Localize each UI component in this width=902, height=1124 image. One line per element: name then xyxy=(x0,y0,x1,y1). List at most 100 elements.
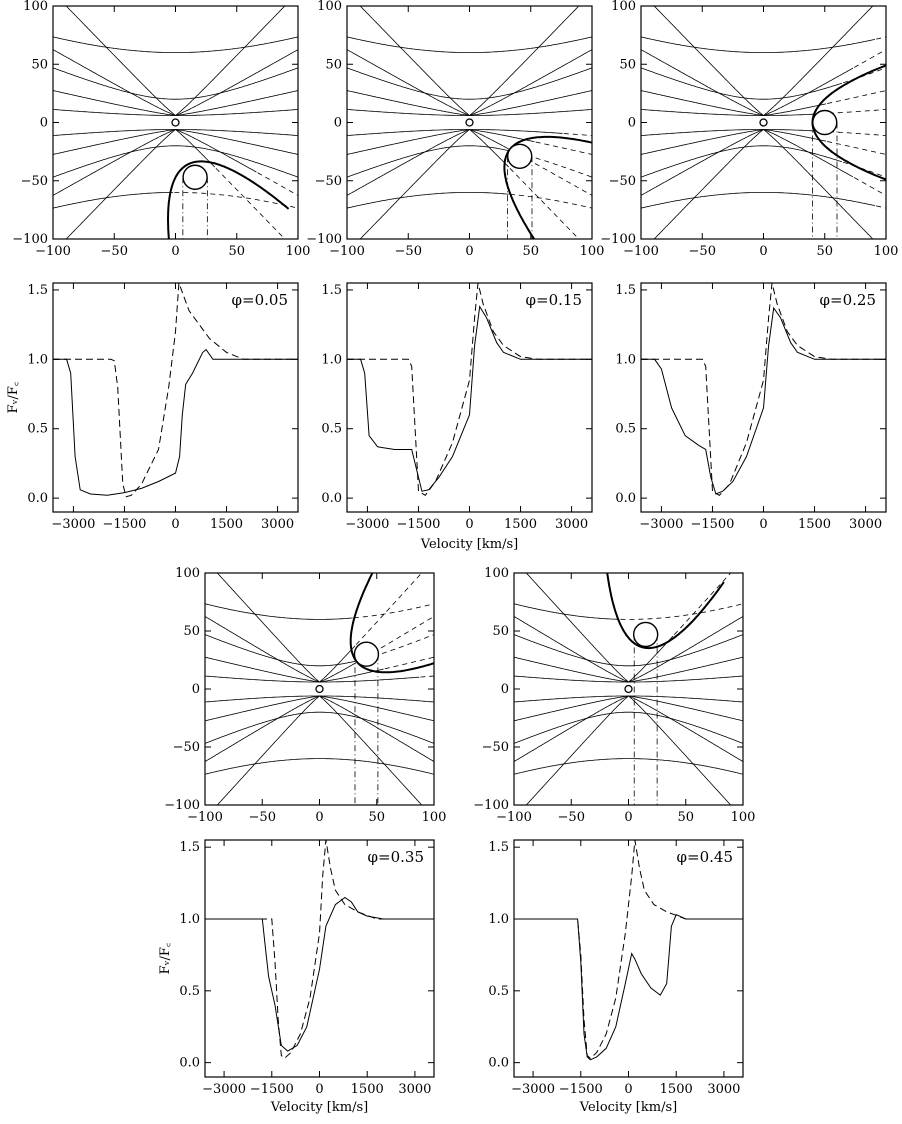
profile-dashed-series xyxy=(205,840,434,1059)
y-tick-label: 50 xyxy=(492,624,509,639)
y-tick-label: 100 xyxy=(23,0,48,14)
shocked-flow-line xyxy=(827,90,886,104)
x-tick-label: −100 xyxy=(187,810,223,825)
wind-flow-line xyxy=(641,129,854,196)
x-tick-label: −100 xyxy=(35,244,71,259)
wind-flow-line xyxy=(216,573,356,683)
y-tick-label: 0.5 xyxy=(321,422,342,437)
wind-flow-line xyxy=(641,129,819,137)
wind-flow-line xyxy=(65,128,215,239)
y-tick-label: −50 xyxy=(21,174,48,189)
shocked-flow-line xyxy=(876,205,886,209)
x-tick-label: 50 xyxy=(368,810,385,825)
y-tick-label: 1.5 xyxy=(615,283,636,298)
x-tick-label: 50 xyxy=(816,244,833,259)
y-tick-label: 0 xyxy=(334,116,342,131)
profile-panel-2: −3000 −1500 0 1500 3000 0.0 0.5 1.0 1.5 φ=0.25 xyxy=(615,282,887,532)
y-tick-label: −50 xyxy=(482,740,509,755)
wind-flow-line xyxy=(347,49,592,116)
y-tick-label: −50 xyxy=(609,174,636,189)
x-tick-label: −1500 xyxy=(396,517,440,532)
x-tick-label: 100 xyxy=(286,244,311,259)
wind-flow-line xyxy=(205,615,357,683)
profile-panel-4: −3000 −1500 0 1500 3000 0.0 0.5 1.0 1.5 φ=0.45 Vel… xyxy=(488,839,744,1115)
x-axis-title: Velocity [km/s] xyxy=(579,1100,677,1115)
x-tick-label: −1500 xyxy=(559,1082,603,1097)
shocked-flow-line xyxy=(526,158,592,196)
x-tick-label: 0 xyxy=(171,517,179,532)
wind-flow-line xyxy=(347,145,509,178)
wind-flow-line xyxy=(514,615,743,683)
y-tick-label: 1.5 xyxy=(27,283,48,298)
wind-flow-line xyxy=(205,675,420,683)
wind-flow-line xyxy=(205,711,434,744)
profile-frame xyxy=(346,282,593,513)
shocked-flow-line xyxy=(853,49,886,68)
y-tick-label: 0.5 xyxy=(179,984,200,999)
x-tick-label: 1500 xyxy=(210,517,243,532)
profile-panel-0: −3000 −1500 0 1500 3000 0.0 0.5 1.0 1.5 φ=0.05 Fᵥ/… xyxy=(6,282,299,532)
wind-flow-line xyxy=(641,36,876,53)
y-tick-label: 0 xyxy=(192,682,200,697)
wind-flow-line xyxy=(514,711,743,744)
wind-flow-line xyxy=(359,6,580,117)
x-tick-label: 1500 xyxy=(351,1082,384,1097)
y-tick-label: 0.5 xyxy=(488,984,509,999)
y-tick-label: −100 xyxy=(473,798,509,813)
shocked-flow-line xyxy=(420,675,434,678)
wind-flow-line xyxy=(205,656,384,683)
wind-flow-line xyxy=(205,603,353,620)
wind-flow-line xyxy=(65,6,286,117)
x-tick-label: 50 xyxy=(677,810,694,825)
x-tick-label: 0 xyxy=(465,244,473,259)
phase-label: φ=0.45 xyxy=(677,848,733,866)
primary-star-marker xyxy=(315,684,324,694)
y-tick-label: 100 xyxy=(484,566,509,581)
x-tick-label: 100 xyxy=(874,244,899,259)
x-tick-label: −3000 xyxy=(511,1082,555,1097)
y-axis-title: Fᵥ/F꜀ xyxy=(6,382,21,414)
x-tick-label: −3000 xyxy=(345,517,389,532)
x-tick-label: 0 xyxy=(624,810,632,825)
shock-boundary-line xyxy=(606,573,725,650)
companion-star-marker xyxy=(632,621,659,648)
shocked-flow-line xyxy=(620,603,743,620)
x-tick-label: 1500 xyxy=(798,517,831,532)
phase-label: φ=0.35 xyxy=(368,848,424,866)
x-tick-label: −1500 xyxy=(690,517,734,532)
geometry-panel-2: −100 −50 0 50 100 −100 −50 0 50 100 xyxy=(600,0,899,259)
y-tick-label: 1.0 xyxy=(179,912,200,927)
shocked-flow-line xyxy=(526,155,592,178)
shocked-flow-line xyxy=(373,634,434,657)
shocked-flow-line xyxy=(509,168,580,239)
shocked-flow-line xyxy=(876,36,886,40)
wind-flow-line xyxy=(53,36,298,53)
y-tick-label: −100 xyxy=(600,232,636,247)
y-tick-label: −100 xyxy=(164,798,200,813)
wind-flow-line xyxy=(205,634,357,667)
y-tick-label: 0 xyxy=(501,682,509,697)
y-tick-label: 0.0 xyxy=(27,491,48,506)
x-tick-label: −50 xyxy=(249,810,276,825)
x-tick-label: −3000 xyxy=(639,517,683,532)
x-tick-label: 0 xyxy=(171,244,179,259)
companion-star-marker xyxy=(353,641,380,667)
profile-dashed-series xyxy=(53,283,298,498)
y-tick-label: 100 xyxy=(175,566,200,581)
wind-flow-line xyxy=(205,695,434,763)
y-tick-label: 1.5 xyxy=(488,840,509,855)
x-tick-label: −50 xyxy=(558,810,585,825)
shocked-flow-line xyxy=(355,573,423,645)
shocked-flow-line xyxy=(842,67,886,84)
profile-dashed-series xyxy=(514,840,743,1059)
shocked-flow-line xyxy=(174,192,298,209)
wind-flow-line xyxy=(525,695,732,805)
shocked-flow-line xyxy=(384,656,434,670)
profile-panel-1: −3000 −1500 0 1500 3000 0.0 0.5 1.0 1.5 φ=0.15 xyxy=(321,282,593,532)
y-tick-label: 0 xyxy=(628,116,636,131)
x-tick-label: 0 xyxy=(759,244,767,259)
shocked-flow-line xyxy=(215,168,286,239)
wind-flow-line xyxy=(53,129,298,137)
x-tick-label: −3000 xyxy=(202,1082,246,1097)
